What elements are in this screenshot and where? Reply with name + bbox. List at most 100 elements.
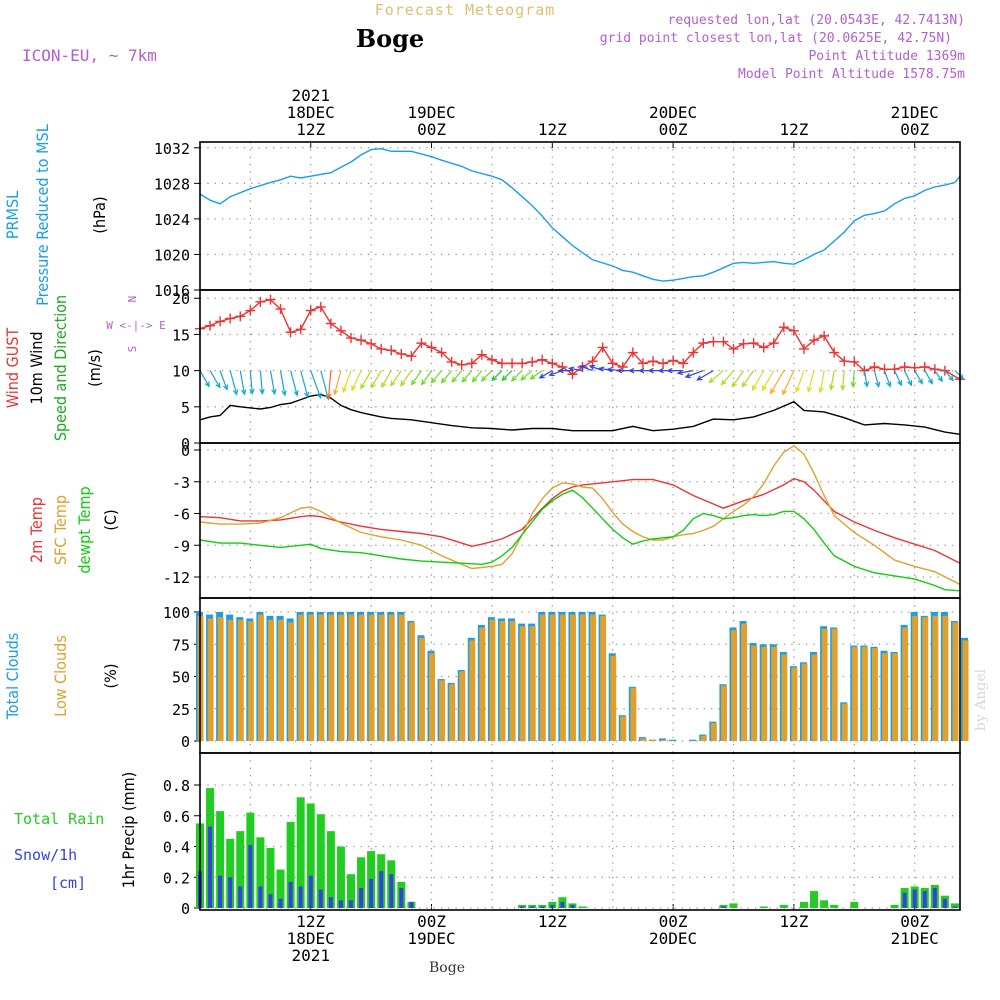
low-cloud-bar <box>761 646 768 741</box>
low-cloud-bar <box>429 653 436 741</box>
wind-direction-arrow <box>676 369 694 376</box>
y-tick-label: 75 <box>172 636 190 654</box>
y-tick-label: 1020 <box>154 246 190 264</box>
point-altitude: Point Altitude 1369m <box>808 49 965 64</box>
y-tick-label: 0 <box>181 442 190 460</box>
y-tick-label: 25 <box>172 701 190 719</box>
time-label-bottom: 21DEC <box>891 929 939 948</box>
wind-direction-arrow <box>529 370 543 380</box>
wind-direction-arrow <box>666 367 684 374</box>
wind-direction-arrow <box>914 370 923 385</box>
low-cloud-bar <box>549 614 556 741</box>
location-title: Boge <box>356 24 424 53</box>
snow-bar <box>348 900 353 908</box>
snow-bar <box>328 897 333 908</box>
wind-direction-arrow <box>239 370 247 396</box>
y-tick-label: 1032 <box>154 140 190 158</box>
wind-direction-arrow <box>598 366 613 372</box>
rain-bar <box>306 803 315 908</box>
compass-south: S <box>126 346 139 353</box>
precip-panel: 0 0.2 0.4 0.6 0.8 Total Rain Snow/1h [cm] 1hr Pr… <box>14 753 960 918</box>
wind-direction-arrow <box>326 370 332 400</box>
time-label-top: 12Z <box>538 120 567 139</box>
time-label-top: 2021 <box>291 86 330 105</box>
snow-bar <box>359 888 364 908</box>
low-cloud-bar <box>479 627 486 741</box>
time-label-top: 18DEC <box>287 103 335 122</box>
snow-bar <box>399 888 404 908</box>
wind-direction-arrow <box>461 370 473 383</box>
low-cloud-bar <box>610 655 617 741</box>
y-tick-label: 20 <box>172 290 190 308</box>
low-cloud-bar <box>600 615 607 741</box>
snow-bar <box>369 878 374 908</box>
low-cloud-bar <box>882 653 889 741</box>
rain-bar <box>316 814 325 908</box>
low-cloud-bar <box>338 614 345 741</box>
compass-north: N <box>126 296 139 303</box>
wind-direction-arrow <box>567 366 583 372</box>
dewpt-label: dewpt Temp <box>75 486 94 573</box>
meteogram-title: Forecast Meteogram <box>375 1 556 19</box>
wind-direction-arrow <box>440 370 453 384</box>
precip-unit: 1hr Precip (mm) <box>119 772 138 889</box>
wind-direction-arrow <box>209 370 221 389</box>
snow-bar <box>218 875 223 908</box>
snow-bar <box>932 888 937 908</box>
rain-bar <box>759 906 768 908</box>
snow-bar <box>922 891 927 908</box>
wind-direction-arrow <box>300 370 310 399</box>
wind-direction-arrow <box>400 370 412 387</box>
low-cloud-bar <box>741 623 748 741</box>
temp2m-line <box>199 477 961 564</box>
snow-bar <box>258 886 263 908</box>
wind-direction-arrow <box>421 370 432 386</box>
y-tick-label: 1024 <box>154 211 190 229</box>
wind-direction-arrow <box>451 370 463 383</box>
time-label-top: 21DEC <box>891 103 939 122</box>
snow-bar <box>278 898 283 908</box>
rain-bar <box>266 848 275 908</box>
low-cloud-bar <box>580 614 587 741</box>
wind-direction-arrow <box>828 370 835 391</box>
temp2m-label: 2m Temp <box>27 497 46 563</box>
snow-label: Snow/1h <box>14 846 77 864</box>
total-cloud-bar <box>659 738 667 741</box>
time-label-top: 20DEC <box>649 103 697 122</box>
low-cloud-bar <box>439 680 446 741</box>
low-cloud-bar <box>469 640 476 741</box>
rain-bar <box>286 821 295 908</box>
wind-direction-arrow <box>333 370 342 396</box>
low-cloud-bar <box>288 622 295 741</box>
wind-10m-label: 10m Wind <box>27 331 46 404</box>
time-label-bottom: 2021 <box>291 946 330 965</box>
rain-bar <box>810 891 819 908</box>
rain-bar <box>890 904 899 908</box>
clouds-panel: 0 25 50 75 100 Total Clouds Low Clouds (%) <box>3 598 969 753</box>
wind-direction-arrow <box>410 370 422 386</box>
panel-border <box>199 442 961 599</box>
wind-direction-arrow <box>578 364 593 372</box>
rain-bar <box>236 831 245 908</box>
low-cloud-bar <box>308 614 315 741</box>
snow-bar <box>338 900 343 908</box>
grid-point-coords: grid point closest lon,lat (20.0625E, 42… <box>600 31 952 46</box>
wind-direction-arrow <box>259 370 265 395</box>
wind-direction-arrow <box>873 370 881 389</box>
snow-bar <box>238 886 243 908</box>
wind-direction-arrow <box>520 370 533 381</box>
total-cloud-bar <box>669 739 677 741</box>
low-cloud-bar <box>388 614 395 741</box>
low-cloud-bar <box>630 688 637 741</box>
wind-direction-arrow <box>370 370 382 389</box>
snow-bar <box>228 877 233 908</box>
wind-direction-arrow <box>588 364 603 372</box>
low-cloud-bar <box>358 614 365 741</box>
rain-bar <box>256 837 265 908</box>
low-cloud-bar <box>731 630 738 741</box>
snow-bar <box>248 844 253 908</box>
y-tick-label: 1016 <box>154 282 190 300</box>
low-cloud-bar <box>459 671 466 741</box>
total-rain-label: Total Rain <box>14 810 104 828</box>
wind-direction-arrow <box>894 370 902 387</box>
